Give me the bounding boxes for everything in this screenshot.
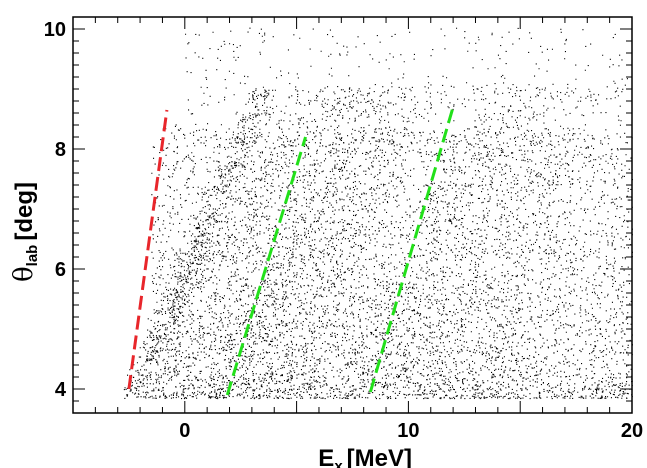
y-tick-label: 6 (55, 259, 66, 281)
x-tick-label: 0 (179, 420, 190, 442)
y-axis-title-main: θ (9, 266, 39, 282)
x-axis-title-unit: [MeV] (347, 445, 412, 468)
y-tick-label: 8 (55, 139, 66, 161)
x-axis-title-main: E (318, 445, 334, 468)
y-axis-title: θlab [deg] (9, 182, 41, 282)
fit-line-1 (127, 109, 169, 390)
plot-frame (72, 16, 633, 414)
x-axis-title-sub: x (334, 458, 343, 468)
y-tick-label: 10 (44, 19, 66, 41)
y-tick-label: 4 (55, 379, 67, 401)
lines-layer (127, 106, 455, 396)
y-tick-labels: 4 6 8 10 (44, 19, 67, 401)
fit-line-3 (368, 106, 455, 393)
x-tick-labels: 0 10 20 (179, 420, 643, 442)
axis-ticks (72, 16, 633, 414)
x-tick-label: 20 (621, 420, 643, 442)
data-points (123, 27, 634, 400)
x-axis-title: Ex [MeV] (318, 445, 412, 468)
points-layer (123, 27, 634, 400)
x-tick-label: 10 (397, 420, 419, 442)
y-axis-title-unit: [deg] (11, 182, 38, 241)
fit-line-2 (225, 136, 307, 396)
y-axis-title-sub: lab (24, 245, 41, 267)
